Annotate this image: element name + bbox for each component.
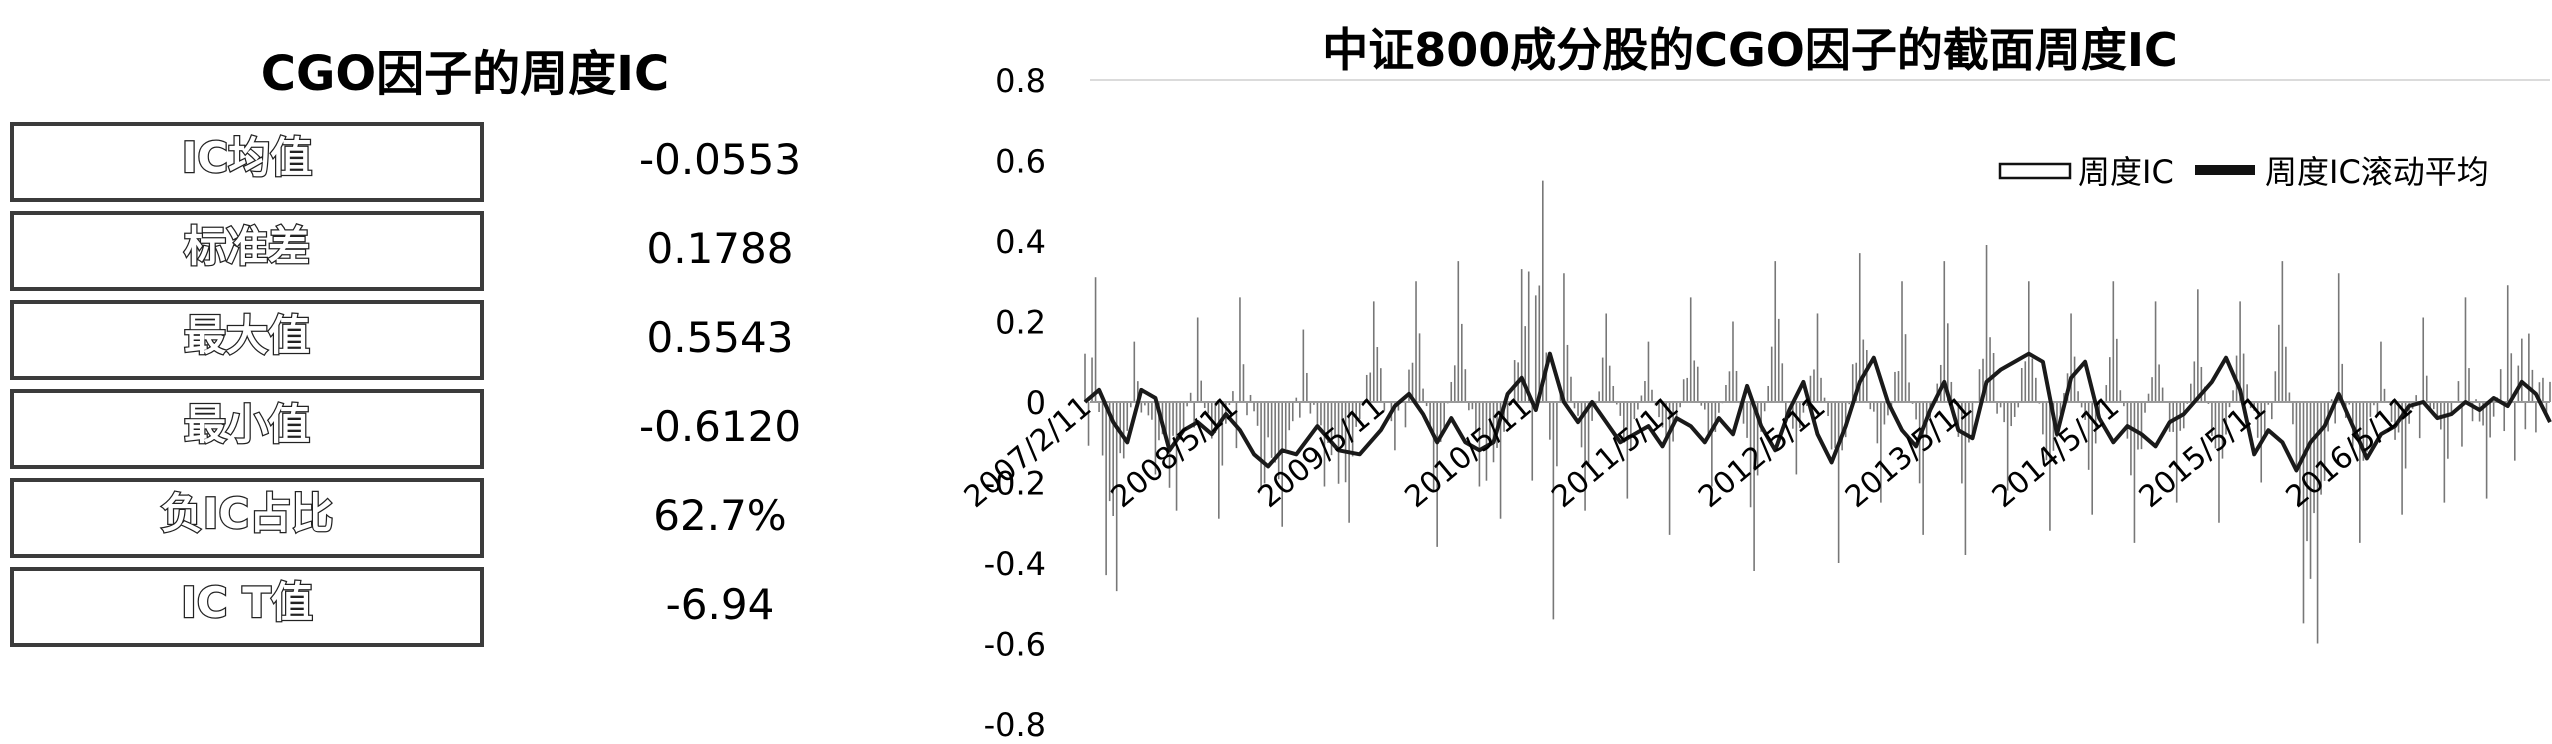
y-tick-label: 0.2 [995, 304, 1046, 342]
x-tick-label: 2013/5/11 [1839, 389, 1979, 515]
x-tick-label: 2012/5/11 [1692, 389, 1832, 515]
y-tick-label: -0.6 [984, 626, 1046, 664]
x-tick-label: 2014/5/11 [1986, 389, 2126, 515]
stat-value-t-value: -6.94 [665, 580, 775, 629]
stat-value-min: -0.6120 [638, 402, 802, 451]
y-tick-label: -0.2 [984, 465, 1046, 503]
stat-label-box: IC T值 [10, 567, 484, 647]
x-tick-label: 2008/5/11 [1105, 389, 1245, 515]
legend-label-weekly-ic: 周度IC [2078, 153, 2174, 191]
x-axis: 2007/2/11 2008/5/11 2009/5/11 2010/5/11 2011… [960, 389, 2420, 515]
stat-label-min: 最小值 [183, 399, 312, 451]
y-tick-label: 0.6 [995, 143, 1046, 181]
stat-label-box: 负IC占比 [10, 478, 484, 558]
stat-value-mean: -0.0553 [638, 135, 802, 184]
stat-row-min: 最小值 -0.6120 [10, 389, 870, 473]
y-tick-label: 0.4 [995, 223, 1046, 261]
stat-row-t-value: IC T值 -6.94 [10, 567, 870, 651]
stats-title: CGO因子的周度IC [260, 46, 670, 102]
stat-value-max: 0.5543 [646, 313, 794, 362]
y-tick-label: 0 [1026, 384, 1046, 422]
y-tick-label: -0.8 [984, 706, 1046, 744]
ic-chart-panel: 中证800成分股的CGO因子的截面周度IC 0.8 0.6 0.4 0.2 0 -0.2 -… [960, 0, 2552, 744]
stat-label-mean: IC均值 [181, 132, 314, 184]
ic-bar-line-chart: 0.8 0.6 0.4 0.2 0 -0.2 -0.4 -0.6 -0.8 2007/2/11 2… [960, 62, 2552, 744]
stat-label-box: 最大值 [10, 300, 484, 380]
stat-row-std: 标准差 0.1788 [10, 211, 870, 295]
stat-row-max: 最大值 0.5543 [10, 300, 870, 384]
stat-label-max: 最大值 [183, 310, 312, 362]
y-axis: 0.8 0.6 0.4 0.2 0 -0.2 -0.4 -0.6 -0.8 [984, 62, 1046, 744]
legend-swatch-weekly-ic [1998, 162, 2072, 180]
stat-row-neg-ratio: 负IC占比 62.7% [10, 478, 870, 562]
stat-label-t-value: IC T值 [180, 577, 314, 629]
y-tick-label: 0.8 [995, 62, 1046, 100]
stat-label-std: 标准差 [183, 221, 312, 273]
ic-stats-panel: CGO因子的周度IC IC均值 -0.0553 标准差 0.1788 最大值 0… [0, 0, 860, 744]
stat-value-neg-ratio: 62.7% [653, 491, 787, 540]
stat-label-box: 最小值 [10, 389, 484, 469]
stat-label-box: 标准差 [10, 211, 484, 291]
rolling-mean-line [1083, 351, 2552, 473]
chart-title: 中证800成分股的CGO因子的截面周度IC [1322, 23, 2178, 77]
stat-label-neg-ratio: 负IC占比 [160, 488, 335, 540]
legend-label-rolling-mean: 周度IC滚动平均 [2265, 153, 2489, 191]
y-tick-label: -0.4 [984, 545, 1046, 583]
stat-row-mean: IC均值 -0.0553 [10, 122, 870, 206]
legend: 周度IC 周度IC滚动平均 [1998, 153, 2489, 191]
stat-label-box: IC均值 [10, 122, 484, 202]
stat-value-std: 0.1788 [646, 224, 794, 273]
legend-swatch-rolling-mean [2195, 165, 2255, 175]
